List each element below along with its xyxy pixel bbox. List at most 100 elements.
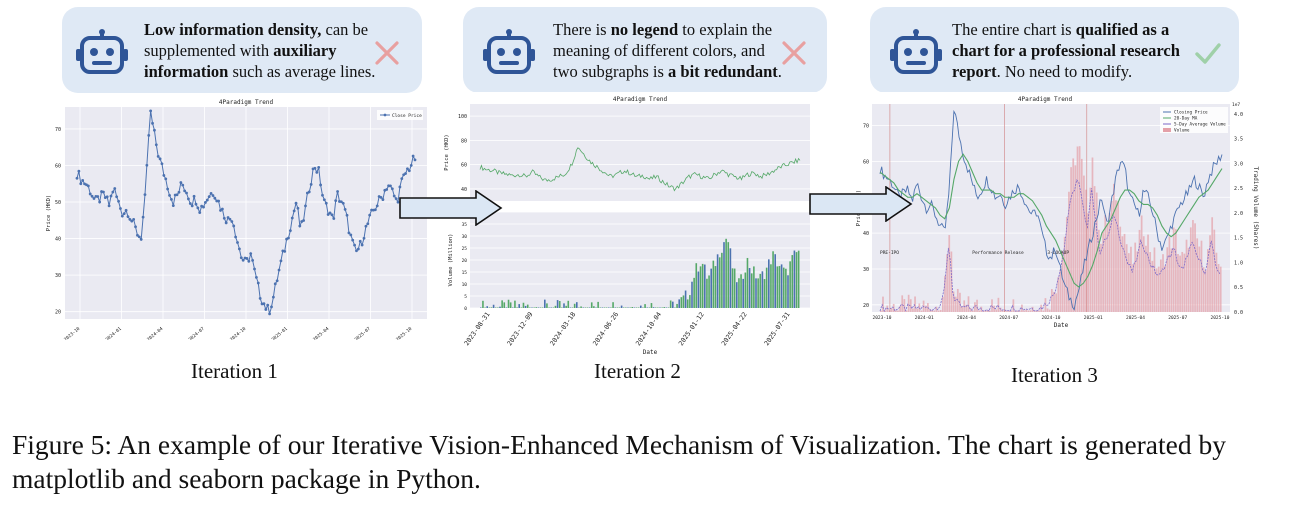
close-price-point: [115, 195, 119, 199]
close-price-point: [217, 199, 221, 203]
close-price-point: [105, 195, 109, 199]
volume-bar: [1053, 291, 1055, 312]
volume-bar: [780, 264, 783, 308]
volume-bar: [686, 299, 689, 308]
y-axis-label: Price (HKD): [444, 134, 450, 170]
volume-bar: [1136, 251, 1139, 312]
x-tick-label: 2024-06-26: [591, 310, 620, 347]
close-price-point: [302, 219, 305, 222]
close-price-point: [232, 224, 236, 228]
closing-price-line: [879, 109, 1223, 311]
close-price-point: [136, 233, 139, 237]
volume-bar: [712, 260, 715, 308]
volume-bar: [1012, 299, 1015, 312]
volume-bar: [916, 308, 919, 312]
x-tick-label: 2024-04: [957, 315, 976, 321]
volume-bar: [776, 266, 779, 308]
x-tick-label: 2023-08-31: [463, 310, 492, 347]
close-price-point: [156, 154, 160, 158]
volume-bar: [716, 254, 719, 308]
volume-bar: [1001, 310, 1004, 312]
feedback-text-2: There is no legend to explain the meanin…: [553, 19, 793, 82]
volume-bar: [1166, 247, 1169, 312]
volume-bar: [1117, 201, 1119, 312]
volume-bar: [1217, 264, 1220, 312]
volume-bar: [931, 310, 934, 312]
volume-bar: [1134, 242, 1137, 312]
close-price-point: [317, 166, 321, 169]
volume-bar: [1078, 146, 1081, 312]
x-tick-label: 2024-10: [229, 326, 248, 340]
close-price-point: [253, 267, 256, 271]
close-price-point: [262, 302, 266, 306]
iteration-3-label: Iteration 3: [1011, 363, 1098, 387]
volume-bar: [725, 238, 727, 308]
y-tick-label: 20: [863, 303, 869, 309]
volume-bar: [697, 271, 700, 308]
volume-bar: [1072, 158, 1075, 312]
close-price-point: [188, 202, 192, 205]
volume-bar: [567, 300, 570, 308]
volume-bar: [1160, 259, 1162, 312]
close-price-point: [279, 259, 283, 263]
volume-bar: [1200, 240, 1203, 312]
volume-bar: [708, 275, 710, 308]
volume-bar: [991, 299, 993, 312]
volume-bar: [590, 302, 593, 308]
chart-iteration-2: 40 60 80 100 4Paradigm Trend Price (HKD) 0 5 10 1…: [440, 92, 820, 360]
volume-bar: [1051, 289, 1053, 312]
legend-label: Closing Price: [1174, 110, 1208, 116]
volume-bar: [1080, 158, 1083, 312]
feedback-text-2-part: a bit redundant: [668, 62, 778, 81]
close-price-point: [145, 163, 149, 167]
close-price-point: [339, 200, 343, 204]
volume-bar: [787, 275, 789, 308]
close-price-point: [407, 169, 411, 173]
volume-bar: [731, 268, 734, 308]
volume-bar: [1138, 229, 1141, 312]
close-price-point: [137, 235, 141, 239]
volume-bar: [1192, 220, 1194, 312]
y-tick-label: 50: [55, 200, 61, 206]
volume-bar: [535, 307, 538, 308]
volume-bar: [1061, 251, 1064, 312]
volume-bar: [1038, 310, 1040, 312]
volume-bar: [746, 257, 749, 308]
volume-bar: [1151, 260, 1154, 312]
volume-bar: [680, 297, 683, 308]
volume-bar: [1093, 186, 1096, 312]
event-annotation: PRE-IPO: [880, 250, 899, 256]
close-price-point: [213, 196, 217, 200]
chart-title: 4Paradigm Trend: [219, 99, 274, 106]
volume-bar: [652, 307, 655, 308]
volume-bar: [676, 303, 678, 308]
event-annotation: 3-LOOKUP: [1047, 250, 1069, 256]
volume-bar: [558, 301, 561, 308]
close-price-point: [181, 183, 185, 187]
y-axis-label: Price (HKD): [46, 195, 52, 231]
volume-bar: [903, 299, 906, 312]
close-price-point: [122, 212, 126, 216]
volume-bar: [920, 310, 923, 312]
close-price-point: [204, 201, 207, 204]
right-tick-label: 3.0: [1234, 161, 1243, 167]
volume-bar: [1100, 243, 1102, 312]
y-tick-label: 35: [462, 222, 468, 228]
x-tick-label: 2024-01: [915, 315, 934, 321]
volume-bar: [999, 307, 1002, 312]
volume-bar: [1106, 223, 1109, 312]
close-price-point: [404, 172, 407, 175]
close-price-point: [247, 259, 251, 263]
x-tick-label: 2024-04: [146, 326, 165, 340]
volume-bar: [1204, 270, 1207, 312]
close-price-point: [307, 190, 311, 194]
volume-bar: [1033, 310, 1036, 312]
volume-bar: [890, 308, 893, 312]
volume-bar: [967, 296, 970, 312]
x-axis-label: Date: [643, 349, 658, 356]
legend-marker: [383, 113, 387, 117]
volume-bar: [1091, 157, 1094, 312]
close-price-point: [288, 229, 292, 233]
volume-bar: [897, 310, 899, 312]
close-price-point: [292, 209, 296, 213]
